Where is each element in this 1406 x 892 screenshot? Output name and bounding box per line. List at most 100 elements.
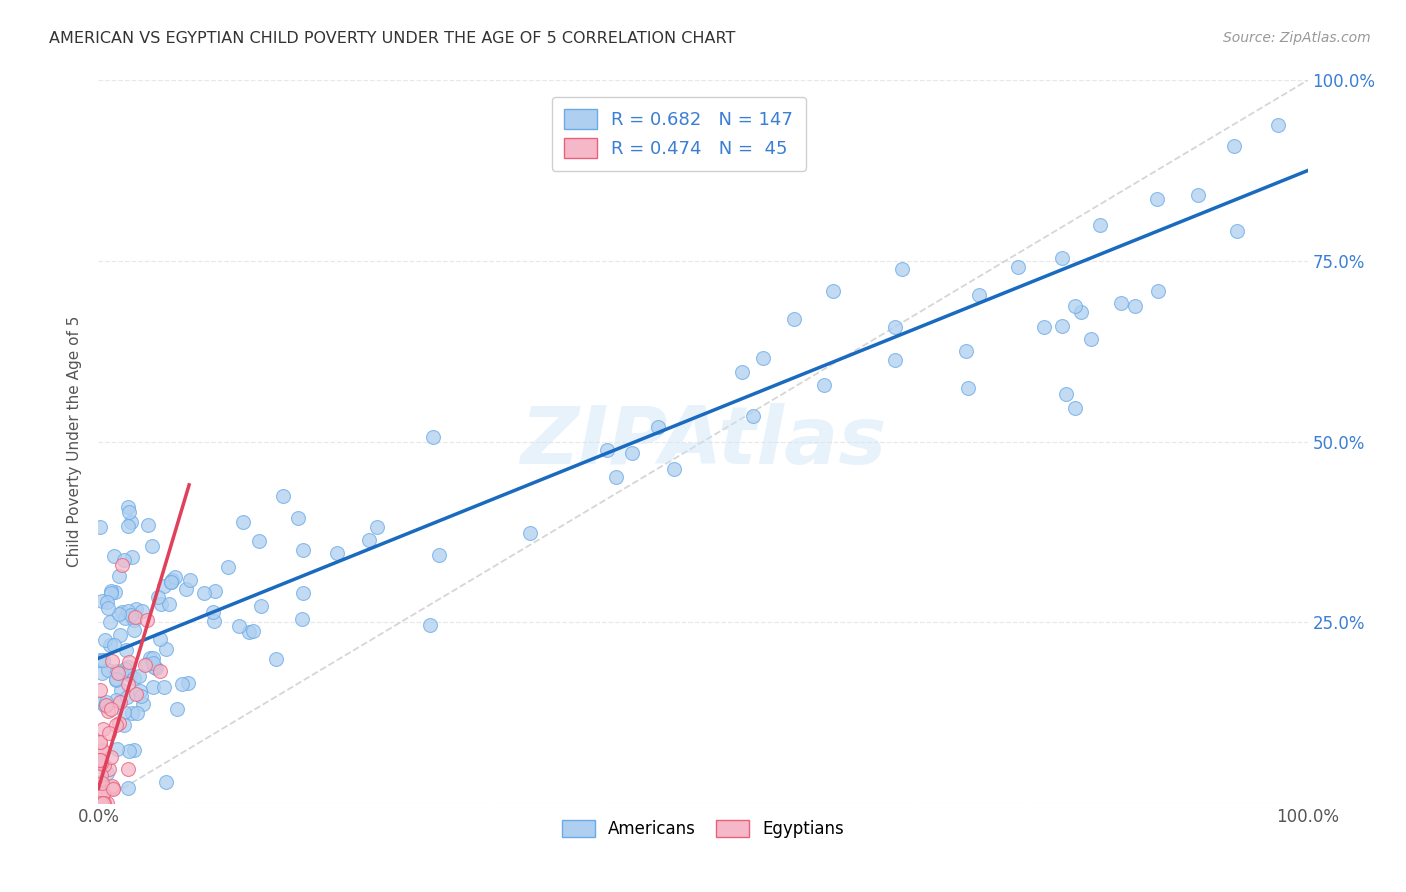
Point bbox=[1007, 260, 1029, 274]
Point bbox=[105, 693, 128, 707]
Point bbox=[112, 718, 135, 732]
Point bbox=[89, 753, 111, 767]
Point bbox=[152, 579, 174, 593]
Point bbox=[96, 595, 118, 609]
Point bbox=[232, 516, 254, 530]
Point bbox=[134, 657, 156, 672]
Point bbox=[91, 722, 114, 736]
Point bbox=[91, 796, 114, 810]
Point bbox=[139, 651, 162, 665]
Point bbox=[107, 607, 129, 621]
Point bbox=[1109, 296, 1132, 310]
Point bbox=[101, 654, 124, 668]
Point bbox=[823, 284, 845, 298]
Point bbox=[1088, 218, 1111, 232]
Point bbox=[117, 676, 139, 690]
Point bbox=[100, 780, 122, 794]
Point bbox=[91, 744, 114, 758]
Point bbox=[1070, 305, 1092, 319]
Point bbox=[97, 704, 120, 718]
Point bbox=[89, 735, 111, 749]
Point bbox=[287, 511, 309, 525]
Point bbox=[204, 614, 226, 628]
Point bbox=[104, 718, 127, 732]
Point bbox=[124, 687, 146, 701]
Point bbox=[1080, 332, 1102, 346]
Point bbox=[967, 288, 990, 302]
Point bbox=[155, 775, 177, 789]
Point bbox=[110, 605, 132, 619]
Point bbox=[98, 762, 121, 776]
Point bbox=[111, 558, 134, 572]
Point bbox=[117, 763, 139, 777]
Point bbox=[647, 420, 669, 434]
Point bbox=[115, 643, 138, 657]
Point bbox=[359, 533, 381, 547]
Point bbox=[97, 601, 120, 615]
Y-axis label: Child Poverty Under the Age of 5: Child Poverty Under the Age of 5 bbox=[67, 316, 83, 567]
Point bbox=[90, 790, 112, 805]
Point bbox=[176, 582, 198, 597]
Point bbox=[89, 652, 111, 666]
Point bbox=[103, 549, 125, 563]
Point bbox=[891, 262, 914, 277]
Point bbox=[124, 614, 146, 628]
Point bbox=[118, 505, 141, 519]
Point bbox=[94, 633, 117, 648]
Point bbox=[271, 489, 294, 503]
Point bbox=[90, 756, 112, 770]
Point bbox=[121, 549, 143, 564]
Point bbox=[165, 570, 187, 584]
Point bbox=[242, 624, 264, 639]
Point bbox=[122, 671, 145, 685]
Point bbox=[132, 698, 155, 712]
Point bbox=[91, 594, 114, 608]
Point bbox=[142, 681, 165, 695]
Point bbox=[90, 768, 112, 782]
Point bbox=[149, 664, 172, 678]
Point bbox=[884, 319, 907, 334]
Point bbox=[115, 690, 138, 704]
Point bbox=[136, 517, 159, 532]
Point bbox=[117, 660, 139, 674]
Point bbox=[742, 409, 765, 424]
Point bbox=[104, 585, 127, 599]
Point bbox=[105, 742, 128, 756]
Point bbox=[1064, 299, 1087, 313]
Point bbox=[366, 520, 388, 534]
Point bbox=[94, 698, 117, 713]
Point bbox=[519, 525, 541, 540]
Point bbox=[422, 430, 444, 444]
Point bbox=[98, 615, 121, 629]
Point bbox=[160, 574, 183, 589]
Point bbox=[117, 603, 139, 617]
Point bbox=[1223, 139, 1246, 153]
Point bbox=[141, 539, 163, 553]
Point bbox=[121, 706, 143, 720]
Point bbox=[103, 782, 125, 797]
Point bbox=[117, 781, 139, 796]
Point bbox=[238, 624, 260, 639]
Point bbox=[427, 548, 450, 562]
Point bbox=[172, 677, 194, 691]
Point bbox=[91, 653, 114, 667]
Point bbox=[160, 573, 183, 587]
Point bbox=[595, 442, 617, 457]
Point bbox=[731, 365, 754, 379]
Point bbox=[118, 655, 141, 669]
Point bbox=[1267, 118, 1289, 132]
Point bbox=[124, 610, 146, 624]
Point bbox=[89, 683, 111, 698]
Point bbox=[100, 584, 122, 599]
Point bbox=[292, 542, 315, 557]
Point bbox=[98, 638, 121, 652]
Point bbox=[782, 312, 804, 326]
Point bbox=[90, 779, 112, 793]
Point bbox=[419, 617, 441, 632]
Point bbox=[143, 660, 166, 674]
Point bbox=[117, 519, 139, 533]
Point bbox=[91, 787, 114, 801]
Point bbox=[96, 766, 118, 780]
Point bbox=[149, 632, 172, 646]
Point bbox=[122, 624, 145, 638]
